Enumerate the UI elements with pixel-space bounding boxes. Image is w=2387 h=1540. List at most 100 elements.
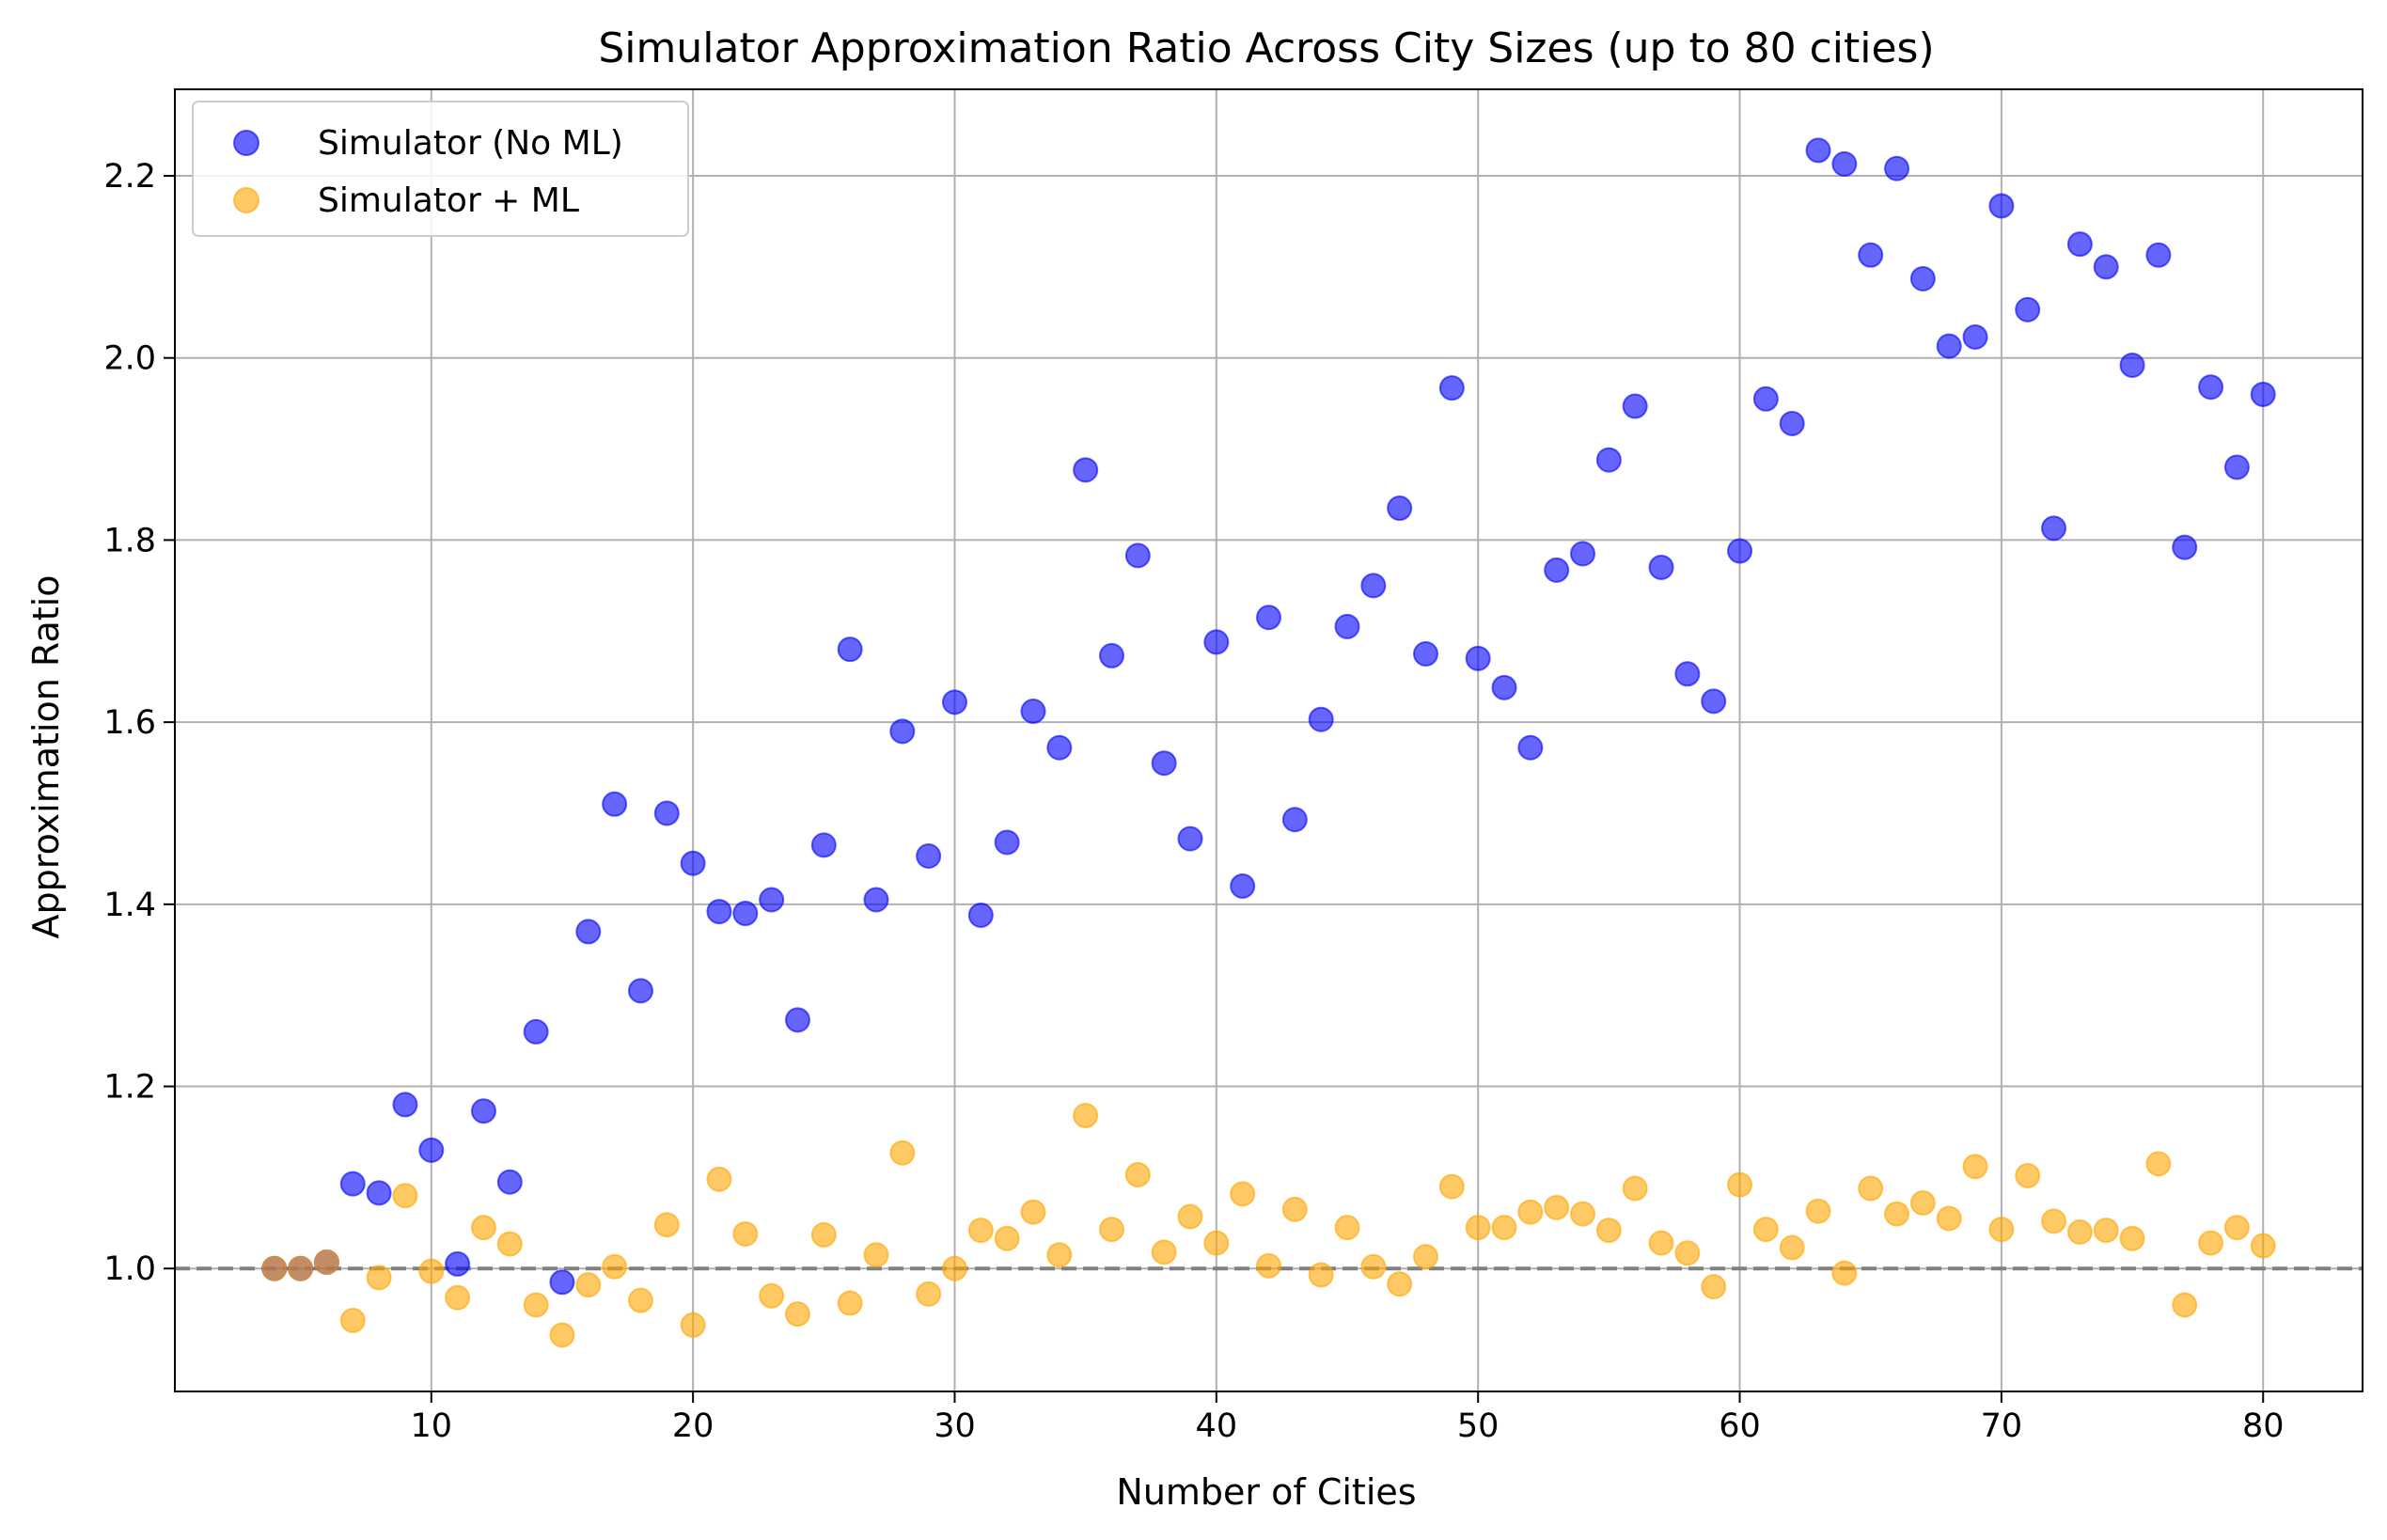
point-ml bbox=[863, 1242, 889, 1268]
point-no-ml bbox=[470, 1098, 496, 1124]
point-no-ml bbox=[994, 829, 1020, 856]
point-no-ml bbox=[2041, 515, 2067, 542]
legend: Simulator (No ML) Simulator + ML bbox=[192, 101, 689, 237]
point-ml bbox=[1517, 1199, 1544, 1225]
point-ml bbox=[1936, 1205, 1962, 1232]
point-ml bbox=[1962, 1154, 1988, 1180]
point-ml bbox=[2015, 1162, 2041, 1188]
point-no-ml bbox=[1648, 554, 1674, 580]
point-ml bbox=[1360, 1253, 1387, 1280]
point-ml bbox=[1570, 1201, 1596, 1227]
point-no-ml bbox=[1281, 807, 1308, 833]
point-no-ml bbox=[1230, 872, 1256, 899]
point-ml bbox=[1020, 1199, 1046, 1225]
point-ml bbox=[523, 1292, 549, 1318]
point-no-ml bbox=[575, 919, 602, 945]
point-no-ml bbox=[1073, 457, 1099, 483]
point-ml bbox=[1413, 1244, 1439, 1270]
point-ml bbox=[1073, 1103, 1099, 1129]
point-no-ml bbox=[1256, 605, 1281, 631]
point-no-ml bbox=[445, 1250, 471, 1277]
x-tick-label: 50 bbox=[1457, 1407, 1500, 1445]
point-no-ml bbox=[2119, 352, 2145, 378]
point-no-ml bbox=[627, 978, 653, 1004]
point-no-ml bbox=[392, 1092, 418, 1118]
x-tick-label: 30 bbox=[934, 1407, 976, 1445]
point-no-ml bbox=[1831, 150, 1858, 177]
x-axis-ticks: 10 20 30 40 50 60 70 80 bbox=[411, 1391, 2285, 1445]
point-ml bbox=[1177, 1203, 1203, 1230]
point-ml bbox=[1622, 1175, 1648, 1202]
point-no-ml bbox=[549, 1269, 575, 1296]
point-no-ml bbox=[418, 1137, 445, 1163]
point-ml bbox=[339, 1307, 366, 1333]
point-ml bbox=[1752, 1217, 1779, 1243]
point-no-ml bbox=[2172, 534, 2198, 560]
point-ml bbox=[261, 1255, 288, 1281]
point-ml bbox=[1805, 1198, 1831, 1224]
point-no-ml bbox=[2066, 231, 2093, 258]
point-ml bbox=[1387, 1271, 1413, 1297]
x-tick-label: 60 bbox=[1719, 1407, 1761, 1445]
point-ml bbox=[1831, 1260, 1858, 1286]
point-ml bbox=[1308, 1262, 1334, 1288]
point-ml bbox=[1544, 1194, 1570, 1220]
point-ml bbox=[1281, 1196, 1308, 1222]
point-no-ml bbox=[1413, 640, 1439, 667]
point-ml bbox=[1648, 1230, 1674, 1256]
legend-label-ml: Simulator + ML bbox=[318, 181, 579, 220]
point-ml bbox=[2066, 1219, 2093, 1246]
point-ml bbox=[445, 1284, 471, 1311]
point-no-ml bbox=[1884, 155, 1910, 181]
point-ml bbox=[2145, 1151, 2172, 1177]
point-ml bbox=[1124, 1161, 1151, 1187]
y-tick-label: 1.4 bbox=[103, 887, 156, 924]
point-ml bbox=[1727, 1171, 1753, 1198]
point-ml bbox=[2119, 1225, 2145, 1251]
point-ml bbox=[1779, 1234, 1805, 1261]
point-no-ml bbox=[1805, 137, 1831, 164]
point-no-ml bbox=[1779, 410, 1805, 436]
point-no-ml bbox=[941, 689, 967, 715]
point-no-ml bbox=[1595, 447, 1622, 473]
point-ml bbox=[313, 1249, 339, 1275]
point-no-ml bbox=[2250, 381, 2276, 407]
point-ml bbox=[549, 1322, 575, 1348]
point-ml bbox=[392, 1183, 418, 1209]
point-ml bbox=[680, 1312, 706, 1338]
point-no-ml bbox=[2223, 454, 2250, 480]
point-ml bbox=[1909, 1190, 1936, 1217]
point-no-ml bbox=[1020, 699, 1046, 725]
point-no-ml bbox=[1124, 542, 1151, 569]
point-no-ml bbox=[339, 1171, 366, 1197]
point-ml bbox=[1884, 1201, 1910, 1227]
y-tick-label: 2.2 bbox=[103, 158, 156, 196]
point-no-ml bbox=[1544, 557, 1570, 583]
legend-marker-ml bbox=[233, 187, 259, 213]
plot-frame bbox=[174, 88, 2363, 1392]
point-ml bbox=[706, 1166, 732, 1192]
point-ml bbox=[1151, 1239, 1177, 1265]
legend-label-no-ml: Simulator (No ML) bbox=[318, 124, 623, 163]
point-ml bbox=[1334, 1215, 1360, 1241]
point-no-ml bbox=[1046, 734, 1073, 761]
point-ml bbox=[1595, 1218, 1622, 1244]
point-ml bbox=[602, 1253, 628, 1280]
point-ml bbox=[2172, 1292, 2198, 1318]
point-no-ml bbox=[2145, 242, 2172, 268]
x-tick-label: 10 bbox=[411, 1407, 453, 1445]
y-tick-label: 2.0 bbox=[103, 340, 156, 378]
point-ml bbox=[470, 1215, 496, 1241]
point-ml bbox=[1230, 1181, 1256, 1207]
point-no-ml bbox=[523, 1018, 549, 1045]
chart-title: Simulator Approximation Ratio Across Cit… bbox=[598, 24, 1934, 72]
legend-box bbox=[192, 101, 689, 237]
point-no-ml bbox=[1334, 613, 1360, 639]
point-ml bbox=[889, 1139, 916, 1166]
point-ml bbox=[575, 1272, 602, 1298]
point-ml bbox=[1491, 1215, 1517, 1241]
point-ml bbox=[2041, 1208, 2067, 1234]
point-no-ml bbox=[1308, 706, 1334, 732]
x-tick-label: 80 bbox=[2242, 1407, 2285, 1445]
